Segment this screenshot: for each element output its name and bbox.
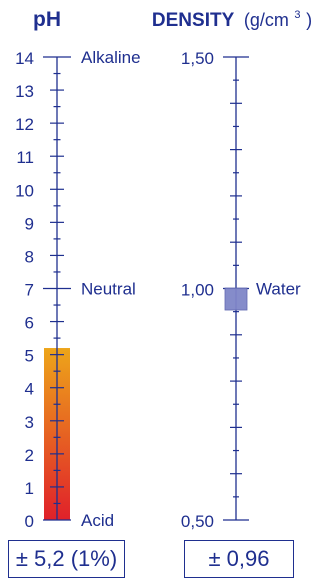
ph-annotation-label: Alkaline	[81, 48, 141, 67]
ph-tick-label: 7	[25, 281, 34, 300]
ph-tick-label: 14	[15, 49, 34, 68]
density-title-unit-close: )	[306, 10, 312, 30]
density-title-unit: (g/cm	[244, 10, 289, 30]
density-tick-label: 1,50	[181, 49, 214, 68]
density-tick-label: 0,50	[181, 512, 214, 531]
density-value-marker	[224, 287, 248, 311]
ph-tick-label: 9	[25, 214, 34, 233]
ph-tick-label: 13	[15, 82, 34, 101]
ph-tick-label: 11	[16, 148, 34, 167]
density-title: DENSITY (g/cm 3 )	[152, 1, 312, 31]
ph-annotation-label: Neutral	[81, 280, 136, 299]
ph-tick-label: 5	[25, 347, 34, 366]
density-annotation-label: Water	[256, 280, 301, 299]
density-tick-label: 1,00	[181, 281, 214, 300]
ph-tick-label: 3	[25, 413, 34, 432]
ph-tick-label: 1	[25, 479, 34, 498]
density-axis: 0,50 1,00 1,50 Water	[181, 49, 301, 531]
ph-result-box: ± 5,2 (1%)	[8, 540, 125, 578]
density-result-box: ± 0,96	[184, 540, 294, 578]
density-title-unit-sup: 3	[294, 9, 300, 21]
ph-tick-label: 12	[15, 115, 34, 134]
density-title-main: DENSITY	[152, 10, 235, 31]
ph-tick-label: 10	[15, 181, 34, 200]
ph-tick-label: 6	[25, 314, 34, 333]
ph-tick-label: 8	[25, 247, 34, 266]
ph-tick-label: 4	[25, 380, 34, 399]
ph-tick-label: 0	[25, 512, 34, 531]
ph-title: pH	[33, 8, 61, 31]
ph-tick-label: 2	[25, 446, 34, 465]
ph-annotation-label: Acid	[81, 511, 114, 530]
